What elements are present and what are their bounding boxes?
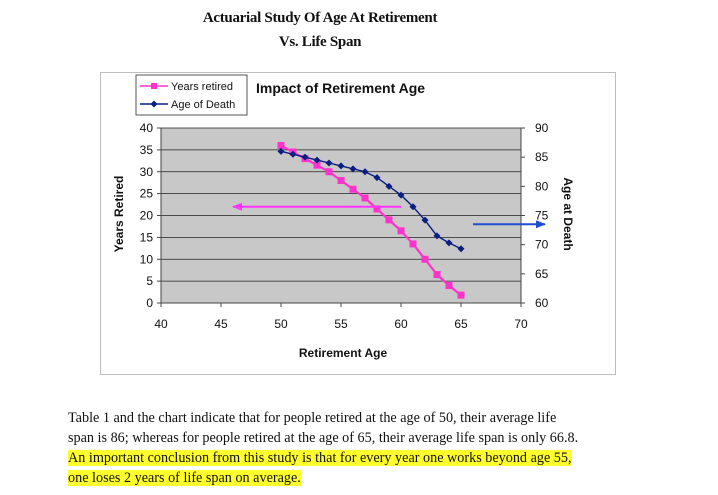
- data-point: [337, 162, 345, 170]
- y-right-tick-label: 90: [535, 121, 549, 135]
- y-left-tick-label: 0: [146, 296, 153, 310]
- data-point: [385, 216, 393, 224]
- y-right-tick-label: 70: [535, 238, 549, 252]
- data-point: [349, 165, 357, 173]
- y-left-tick-label: 40: [140, 121, 154, 135]
- data-point: [433, 232, 441, 240]
- data-point: [385, 182, 393, 190]
- y-right-tick-label: 75: [535, 209, 549, 223]
- axes: 40 45 50 55 60 65 70 0 5 10 15 20 25 30 35 40 60 65 70 75 80…: [140, 121, 549, 331]
- legend: Years retired Age of Death: [135, 74, 248, 116]
- y-left-tick-label: 30: [140, 165, 154, 179]
- y-left-axis-title: Years Retired: [112, 176, 126, 253]
- annotations: [232, 202, 546, 229]
- data-point: [445, 239, 453, 247]
- chart-title: Impact of Retirement Age: [256, 80, 425, 96]
- legend-label-years-retired: Years retired: [171, 81, 233, 93]
- y-right-tick-label: 80: [535, 179, 549, 193]
- y-right-tick-label: 65: [535, 267, 549, 281]
- data-point: [397, 227, 405, 235]
- document-title-line-1: Actuarial Study Of Age At Retirement: [202, 10, 438, 26]
- y-right-axis-title: Age at Death: [561, 177, 575, 250]
- data-point: [349, 185, 357, 193]
- data-point: [373, 174, 381, 182]
- series-line: [280, 144, 462, 296]
- data-point: [421, 255, 429, 263]
- data-point: [325, 168, 333, 176]
- highlighted-conclusion-line-1: An important conclusion from this study …: [68, 450, 572, 466]
- chart-container: 40 45 50 55 60 65 70 0 5 10 15 20 25 30 35 40 60 65 70 75 80…: [100, 72, 616, 375]
- data-point: [301, 153, 309, 161]
- x-axis-title: Retirement Age: [299, 346, 388, 360]
- x-tick-label: 60: [394, 317, 408, 331]
- data-point: [361, 168, 369, 176]
- data-point: [409, 203, 417, 211]
- y-right-tick-label: 60: [535, 296, 549, 310]
- x-tick-label: 50: [274, 317, 288, 331]
- highlighted-conclusion-line-2: one loses 2 years of life span on averag…: [68, 470, 301, 486]
- data-point: [289, 150, 297, 158]
- data-point: [457, 245, 465, 253]
- y-left-tick-label: 10: [140, 252, 154, 266]
- data-point: [277, 147, 285, 155]
- y-left-tick-label: 35: [140, 143, 154, 157]
- legend-item-years-retired: Years retired: [140, 81, 233, 93]
- paragraph-line-2: span is 86; whereas for people retired a…: [68, 430, 579, 446]
- y-left-tick-label: 5: [146, 274, 153, 288]
- chart: 40 45 50 55 60 65 70 0 5 10 15 20 25 30 35 40 60 65 70 75 80…: [112, 74, 575, 360]
- data-point: [325, 159, 333, 167]
- data-point: [445, 282, 453, 289]
- body-paragraph: Table 1 and the chart indicate that for …: [68, 408, 678, 488]
- series-line: [280, 150, 462, 250]
- x-tick-label: 65: [454, 317, 468, 331]
- y-left-tick-label: 20: [140, 209, 154, 223]
- document-title-line-2: Vs. Life Span: [278, 34, 362, 50]
- paragraph-line-1: Table 1 and the chart indicate that for …: [68, 410, 557, 426]
- y-right-tick-label: 85: [535, 150, 549, 164]
- series-age-of-death: [277, 147, 465, 253]
- x-tick-label: 40: [154, 317, 168, 331]
- data-point: [313, 156, 321, 164]
- data-point: [373, 205, 381, 213]
- data-point: [409, 240, 417, 248]
- legend-label-age-of-death: Age of Death: [171, 99, 235, 111]
- grid: [161, 127, 521, 282]
- data-point: [277, 142, 285, 149]
- data-point: [337, 177, 345, 184]
- data-point: [457, 291, 465, 299]
- x-tick-label: 55: [334, 317, 348, 331]
- data-point: [397, 191, 405, 199]
- data-point: [361, 194, 369, 202]
- legend-item-age-of-death: Age of Death: [140, 99, 235, 111]
- data-point: [433, 271, 441, 279]
- y-left-tick-label: 25: [140, 187, 154, 201]
- y-left-tick-label: 15: [140, 230, 154, 244]
- data-point: [313, 161, 321, 169]
- data-point: [421, 216, 429, 224]
- series: [277, 142, 465, 299]
- x-tick-label: 45: [214, 317, 228, 331]
- axis-labels: Impact of Retirement Age Retirement Age …: [112, 80, 575, 360]
- x-tick-label: 70: [514, 317, 528, 331]
